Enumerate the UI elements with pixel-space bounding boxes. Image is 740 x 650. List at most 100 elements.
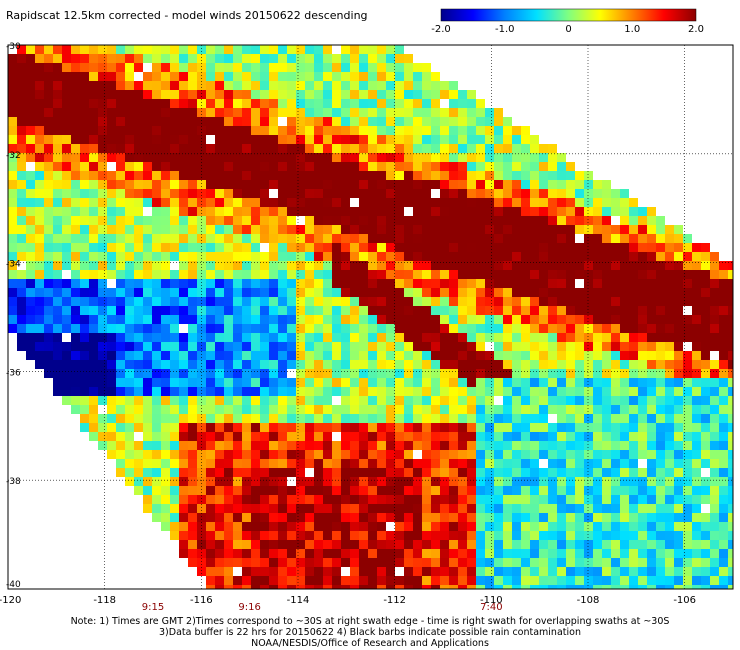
wind-difference-cell	[125, 423, 134, 432]
wind-difference-cell	[701, 414, 710, 423]
wind-difference-cell	[215, 63, 224, 72]
wind-difference-cell	[179, 63, 188, 72]
wind-difference-cell	[323, 198, 332, 207]
wind-difference-cell	[305, 531, 314, 540]
wind-difference-cell	[197, 279, 206, 288]
wind-difference-cell	[503, 198, 512, 207]
wind-difference-cell	[467, 171, 476, 180]
wind-difference-cell	[602, 189, 611, 198]
wind-difference-cell	[503, 468, 512, 477]
wind-difference-cell	[521, 495, 530, 504]
wind-difference-cell	[359, 279, 368, 288]
wind-difference-cell	[53, 144, 62, 153]
wind-difference-cell	[305, 180, 314, 189]
wind-difference-cell	[134, 450, 143, 459]
wind-difference-cell	[539, 522, 548, 531]
wind-difference-cell	[656, 261, 665, 270]
wind-difference-cell	[395, 324, 404, 333]
wind-difference-cell	[584, 369, 593, 378]
wind-difference-cell	[548, 540, 557, 549]
wind-difference-cell	[179, 270, 188, 279]
wind-difference-cell	[674, 261, 683, 270]
wind-difference-cell	[152, 477, 161, 486]
wind-difference-cell	[260, 162, 269, 171]
wind-difference-cell	[35, 117, 44, 126]
wind-difference-cell	[242, 153, 251, 162]
wind-difference-cell	[404, 180, 413, 189]
wind-difference-cell	[179, 414, 188, 423]
wind-difference-cell	[395, 81, 404, 90]
wind-difference-cell	[305, 126, 314, 135]
wind-difference-cell	[53, 63, 62, 72]
wind-difference-cell	[332, 261, 341, 270]
wind-difference-cell	[656, 585, 665, 589]
wind-difference-cell	[404, 189, 413, 198]
wind-difference-cell	[215, 423, 224, 432]
wind-difference-cell	[683, 324, 692, 333]
wind-difference-cell	[620, 288, 629, 297]
wind-difference-cell	[98, 333, 107, 342]
wind-difference-cell	[422, 558, 431, 567]
wind-difference-cell	[62, 279, 71, 288]
wind-difference-cell	[548, 405, 557, 414]
wind-difference-cell	[251, 504, 260, 513]
wind-difference-cell	[683, 252, 692, 261]
wind-difference-cell	[440, 414, 449, 423]
wind-difference-cell	[359, 261, 368, 270]
wind-difference-cell	[701, 585, 710, 589]
wind-difference-cell	[260, 180, 269, 189]
wind-difference-cell	[107, 63, 116, 72]
wind-difference-cell	[575, 369, 584, 378]
wind-difference-cell	[188, 297, 197, 306]
wind-difference-cell	[476, 153, 485, 162]
wind-difference-cell	[242, 162, 251, 171]
wind-difference-cell	[260, 90, 269, 99]
wind-difference-cell	[206, 72, 215, 81]
wind-difference-cell	[134, 153, 143, 162]
wind-difference-cell	[152, 180, 161, 189]
wind-difference-cell	[134, 477, 143, 486]
wind-difference-cell	[548, 567, 557, 576]
wind-difference-cell	[449, 477, 458, 486]
wind-difference-cell	[728, 405, 733, 414]
wind-difference-cell	[287, 504, 296, 513]
wind-difference-cell	[665, 522, 674, 531]
wind-difference-cell	[575, 198, 584, 207]
wind-difference-cell	[503, 513, 512, 522]
wind-difference-cell	[620, 261, 629, 270]
wind-difference-cell	[116, 207, 125, 216]
wind-difference-cell	[548, 342, 557, 351]
wind-difference-cell	[593, 441, 602, 450]
wind-difference-cell	[53, 225, 62, 234]
wind-difference-cell	[431, 585, 440, 589]
wind-difference-cell	[62, 333, 71, 342]
wind-difference-cell	[215, 405, 224, 414]
wind-difference-cell	[188, 117, 197, 126]
wind-difference-cell	[179, 342, 188, 351]
wind-difference-cell	[107, 171, 116, 180]
wind-difference-cell	[350, 234, 359, 243]
wind-difference-cell	[53, 180, 62, 189]
wind-difference-cell	[278, 252, 287, 261]
wind-difference-cell	[566, 234, 575, 243]
wind-difference-cell	[539, 324, 548, 333]
wind-difference-cell	[143, 45, 152, 54]
wind-difference-cell	[152, 108, 161, 117]
wind-difference-cell	[332, 549, 341, 558]
wind-difference-cell	[683, 540, 692, 549]
wind-difference-cell	[404, 477, 413, 486]
wind-difference-cell	[287, 216, 296, 225]
wind-difference-cell	[521, 369, 530, 378]
wind-difference-cell	[125, 387, 134, 396]
wind-difference-cell	[386, 189, 395, 198]
wind-difference-cell	[251, 189, 260, 198]
wind-difference-cell	[53, 369, 62, 378]
wind-difference-cell	[584, 216, 593, 225]
wind-difference-cell	[458, 513, 467, 522]
wind-difference-cell	[188, 459, 197, 468]
wind-difference-cell	[233, 135, 242, 144]
wind-difference-cell	[8, 279, 17, 288]
wind-difference-cell	[593, 243, 602, 252]
wind-difference-cell	[242, 378, 251, 387]
wind-difference-cell	[458, 432, 467, 441]
